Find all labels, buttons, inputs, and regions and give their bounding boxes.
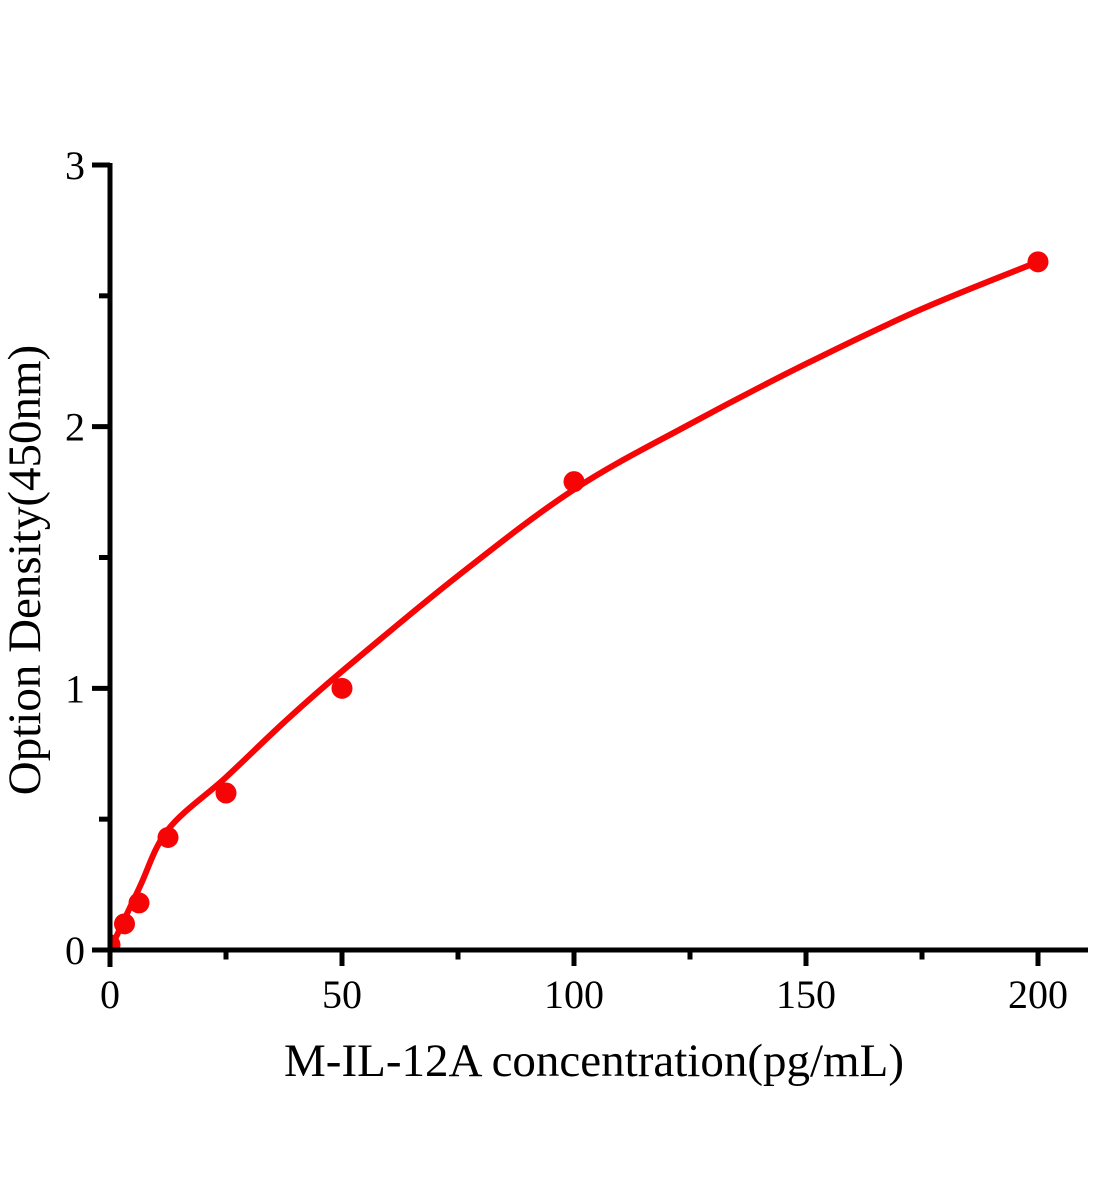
x-tick-label: 150 — [776, 972, 836, 1017]
y-tick-label: 3 — [65, 143, 85, 188]
x-axis-title: M-IL-12A concentration(pg/mL) — [284, 1035, 904, 1087]
data-point — [331, 677, 353, 699]
y-tick-label: 2 — [65, 405, 85, 450]
x-tick-label: 50 — [322, 972, 362, 1017]
fitted-curve-line — [112, 259, 1040, 948]
y-axis-title: Option Density(450nm) — [0, 345, 51, 795]
data-series — [112, 251, 1049, 948]
data-point — [215, 782, 237, 804]
x-axis-tick-labels: 0 50 100 150 200 — [100, 972, 1068, 1017]
x-tick-label: 200 — [1008, 972, 1068, 1017]
y-axis-tick-labels: 0 1 2 3 — [65, 143, 85, 973]
y-tick-label: 0 — [65, 928, 85, 973]
axes — [92, 162, 1088, 967]
x-tick-label: 100 — [544, 972, 604, 1017]
y-tick-label: 1 — [65, 666, 85, 711]
x-tick-label: 0 — [100, 972, 120, 1017]
